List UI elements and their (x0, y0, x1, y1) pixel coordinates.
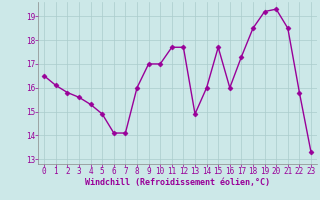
X-axis label: Windchill (Refroidissement éolien,°C): Windchill (Refroidissement éolien,°C) (85, 178, 270, 187)
